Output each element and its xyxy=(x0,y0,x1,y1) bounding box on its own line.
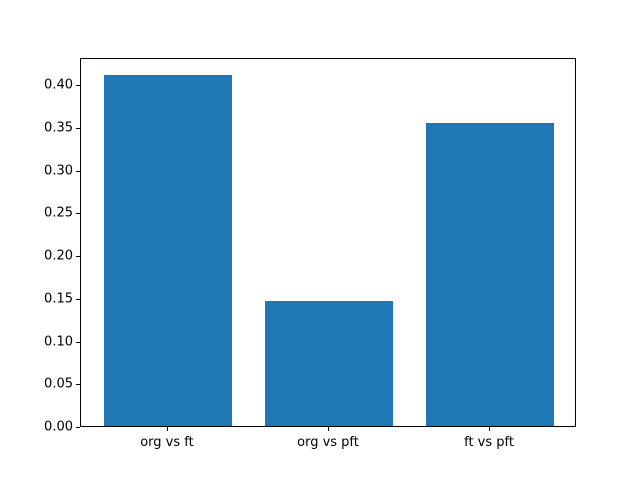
x-tick-mark xyxy=(328,427,329,431)
x-tick-label: org vs pft xyxy=(297,435,359,450)
y-tick-label: 0.10 xyxy=(44,334,73,350)
y-tick-label: 0.35 xyxy=(44,120,73,136)
y-tick-mark xyxy=(76,384,80,386)
y-tick-label: 0.00 xyxy=(44,419,73,435)
y-tick-label: 0.05 xyxy=(44,376,73,392)
y-tick-mark xyxy=(76,256,80,258)
y-tick-label: 0.20 xyxy=(44,248,73,264)
y-tick-label: 0.40 xyxy=(44,77,73,93)
y-tick-mark xyxy=(76,341,80,343)
y-tick-label: 0.15 xyxy=(44,291,73,307)
y-tick-mark xyxy=(76,170,80,172)
bars-layer xyxy=(81,59,575,426)
plot-area xyxy=(80,58,576,427)
x-tick-label: org vs ft xyxy=(140,435,194,450)
y-tick-mark xyxy=(76,427,80,428)
x-tick-label: ft vs pft xyxy=(464,435,514,450)
y-tick-label: 0.30 xyxy=(44,163,73,179)
x-tick-mark xyxy=(489,427,491,431)
x-tick-mark xyxy=(166,427,168,431)
y-tick-mark xyxy=(76,128,80,130)
y-tick-mark xyxy=(76,213,80,215)
bar-org-vs-ft xyxy=(103,74,233,426)
bar-org-vs-pft xyxy=(264,301,394,426)
y-tick-mark xyxy=(76,85,80,87)
y-tick-mark xyxy=(76,298,80,300)
bar-ft-vs-pft xyxy=(425,122,555,426)
y-tick-label: 0.25 xyxy=(44,205,73,221)
